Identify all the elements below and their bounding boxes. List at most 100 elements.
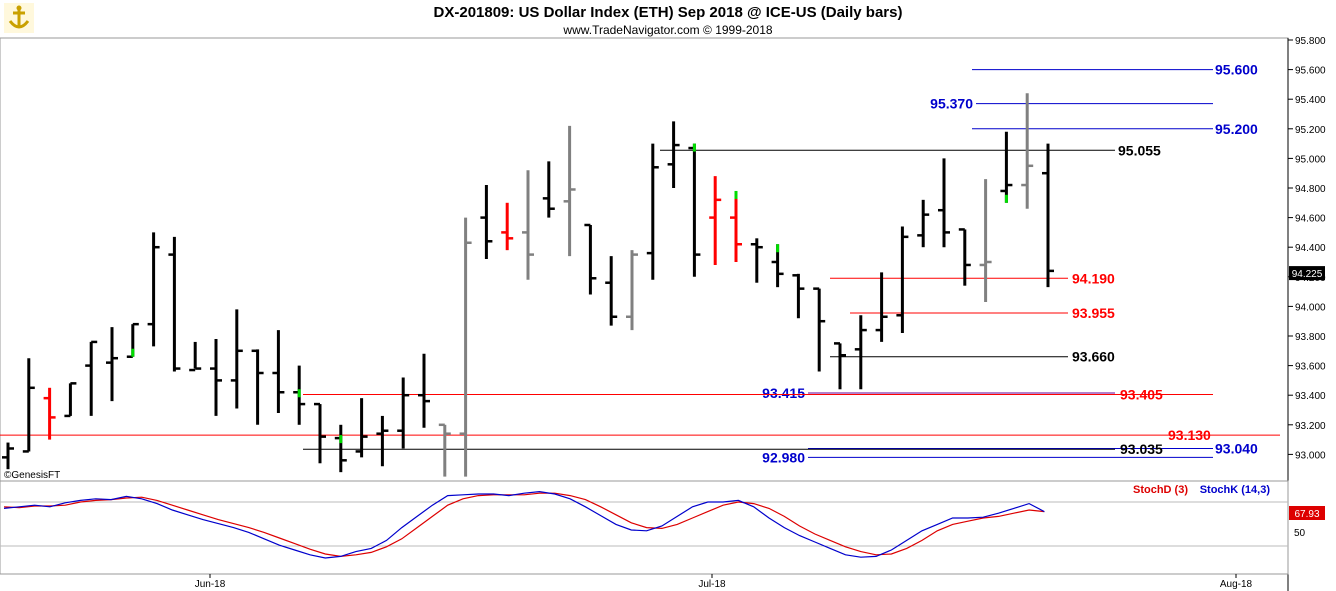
x-tick-label: Jul-18 [698,579,726,590]
ohlc-bar [64,382,77,418]
stoch-axis-50: 50 [1294,528,1306,539]
ohlc-bar [792,273,805,319]
price-tick-label: 95.000 [1295,154,1326,165]
support-resistance-levels: 95.600 95.370 95.200 95.055 94.190 93.955 93.6… [0,62,1280,465]
ohlc-bar [334,424,347,473]
ohlc-bar [168,236,181,372]
ohlc-bar [709,176,722,265]
ohlc-bar [355,398,368,458]
current-price-label: 94.225 [1292,269,1323,280]
price-tick-label: 93.000 [1295,450,1326,461]
ohlc-bar [376,415,389,467]
current-price-marker: 94.225 [1289,266,1325,281]
stochastic-panel-frame [0,480,1289,575]
ohlc-bar [459,217,472,477]
ohlc-bar [834,342,846,390]
ohlc-bar [43,387,56,440]
x-tick-label: Jun-18 [195,579,226,590]
ohlc-bar [813,287,826,372]
ohlc-bar [584,223,597,295]
ohlc-bar [501,202,514,251]
stoch-d-line [3,492,1045,558]
ohlc-bar [2,442,14,470]
ohlc-bar [189,341,202,372]
ohlc-bar [22,358,35,453]
price-tick-label: 94.000 [1295,302,1326,313]
level-label: 93.040 [1215,440,1258,456]
x-tick-label: Aug-18 [1220,579,1253,590]
price-tick-label: 93.400 [1295,391,1326,402]
level-label: 93.035 [1120,441,1163,457]
ohlc-bar [750,238,763,283]
level-label: 93.660 [1072,349,1115,365]
level-label: 95.370 [930,96,973,112]
price-panel-frame [0,37,1289,482]
level-label: 93.130 [1168,427,1211,443]
price-tick-label: 93.600 [1295,362,1326,373]
ohlc-bar [688,143,701,277]
ohlc-bar [438,423,451,477]
level-label: 92.980 [762,449,805,465]
ohlc-bar [85,340,98,416]
ohlc-bar [293,365,306,425]
ohlc-bar [1000,131,1013,203]
level-label: 94.190 [1072,270,1115,286]
stoch-k-legend: StochK (14,3) [1200,484,1271,496]
ohlc-bar [626,250,638,331]
chart-copyright: www.TradeNavigator.com © 1999-2018 [562,23,772,37]
price-tick-label: 93.200 [1295,421,1326,432]
price-tick-label: 93.800 [1295,332,1326,343]
ohlc-bar [1042,143,1054,288]
ohlc-bar [397,377,410,449]
ohlc-bar [979,179,992,302]
ohlc-bar [771,244,784,288]
price-axis: 95.800 95.600 95.400 95.200 95.000 94.800 94.6… [1288,36,1326,461]
ohlc-bar [1021,93,1034,209]
ohlc-bar [646,143,659,280]
stoch-current-value: 67.93 [1294,509,1319,520]
ohlc-bar [126,322,139,358]
price-tick-label: 95.600 [1295,66,1326,77]
stoch-d-legend: StochD (3) [1133,484,1188,496]
ohlc-bar [314,402,326,464]
stoch-value-box [1289,506,1325,520]
level-label: 95.200 [1215,121,1258,137]
level-label: 93.405 [1120,386,1163,402]
level-label: 93.415 [762,385,805,401]
ohlc-bar [542,161,555,218]
ohlc-bar [605,256,618,326]
ohlc-bar [563,125,576,257]
ohlc-bar [418,353,430,428]
level-label: 95.600 [1215,62,1258,78]
chart-title: DX-201809: US Dollar Index (ETH) Sep 201… [434,4,903,21]
ohlc-bar [854,315,867,390]
ohlc-bar [938,158,950,248]
ohlc-bar [730,190,742,262]
price-tick-label: 94.400 [1295,243,1326,254]
ohlc-bar [480,185,493,260]
ohlc-bar [272,330,285,413]
price-tick-label: 95.200 [1295,125,1326,136]
level-label: 95.055 [1118,142,1161,158]
level-label: 93.955 [1072,305,1115,321]
ohlc-bar [667,121,680,188]
ohlc-bar [251,349,264,425]
anchor-logo-icon [4,3,34,33]
price-tick-label: 94.800 [1295,184,1326,195]
x-axis: Jun-18 Jul-18 Aug-18 [195,574,1253,590]
stoch-k-line [3,490,1045,559]
watermark: ©GenesisFT [4,470,60,481]
price-tick-label: 95.800 [1295,36,1326,47]
ohlc-bar [958,228,971,286]
ohlc-bars [2,93,1054,477]
ohlc-bar [106,327,118,402]
ohlc-bar [522,170,534,280]
ohlc-bar [875,272,888,342]
ohlc-bar [210,338,222,416]
ohlc-bar [147,232,160,347]
price-tick-label: 94.600 [1295,214,1326,225]
ohlc-bar [917,199,930,248]
ohlc-bar [230,309,243,409]
ohlc-bar [896,226,909,334]
